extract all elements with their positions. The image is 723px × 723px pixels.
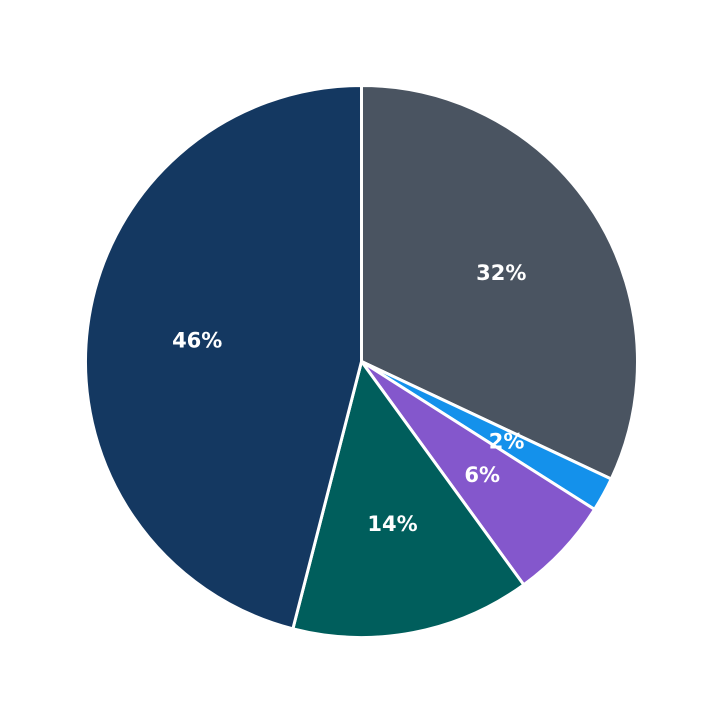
pie-slice-4 bbox=[84, 84, 363, 631]
pie-slice-0 bbox=[360, 84, 639, 481]
pie-slice-label-2: 6% bbox=[464, 463, 500, 487]
pie-labels: 32% 2% 6% 14% 46% bbox=[172, 261, 526, 536]
pie-slice-label-1: 2% bbox=[489, 429, 525, 453]
pie-slice-label-3: 14% bbox=[367, 512, 417, 536]
pie-slice-3 bbox=[291, 360, 526, 639]
pie-slices bbox=[84, 84, 639, 639]
pie-slice-label-4: 46% bbox=[172, 329, 222, 353]
pie-slice-label-0: 32% bbox=[476, 261, 526, 285]
